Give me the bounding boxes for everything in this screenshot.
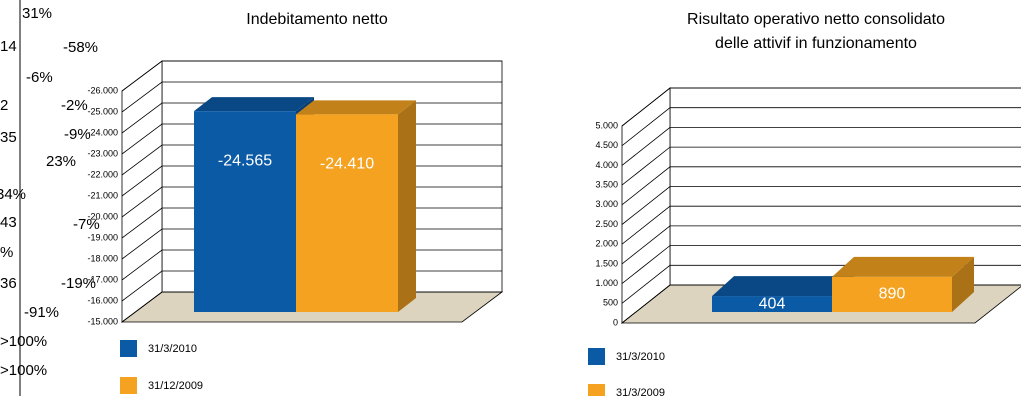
legend-swatch xyxy=(588,384,605,396)
fragment: >100% xyxy=(0,362,47,379)
fragment: 43 xyxy=(0,214,17,231)
y-tick-label: -18.000 xyxy=(87,253,118,263)
fragment: 34% xyxy=(0,186,26,203)
fragment: -58% xyxy=(63,39,98,56)
y-tick-label: 500 xyxy=(603,298,618,308)
fragment: 31% xyxy=(22,5,52,22)
legend-swatch xyxy=(120,377,137,394)
bar-side xyxy=(398,100,416,312)
bar-top xyxy=(296,100,416,115)
y-tick-label: -15.000 xyxy=(87,316,118,326)
y-tick-label: 5.000 xyxy=(595,120,618,130)
chart-title: Risultato operativo netto consolidato xyxy=(687,11,945,28)
bar xyxy=(832,276,952,312)
y-tick-label: 1.000 xyxy=(595,278,618,288)
grid-line xyxy=(621,186,1021,225)
fragment: 14 xyxy=(0,38,17,55)
fragment: 2 xyxy=(0,97,8,114)
y-tick-label: 4.500 xyxy=(595,140,618,150)
y-tick-label: 2.500 xyxy=(595,219,618,229)
bar-top xyxy=(712,276,854,297)
legend-label: 31/12/2009 xyxy=(148,380,203,392)
fragment: 23% xyxy=(46,153,76,170)
y-tick-label: -22.000 xyxy=(87,169,118,179)
fragment: -19% xyxy=(61,275,96,292)
grid-line xyxy=(121,60,502,92)
fragment: % xyxy=(0,244,13,261)
grid-line xyxy=(621,107,1021,147)
legend-swatch xyxy=(120,340,137,357)
y-tick-label: -20.000 xyxy=(87,211,118,221)
y-tick-label: -26.000 xyxy=(87,85,118,95)
fragment: -7% xyxy=(73,216,100,233)
y-tick-label: -21.000 xyxy=(87,190,118,200)
fragment: -9% xyxy=(64,126,91,143)
y-tick-label: -25.000 xyxy=(87,106,118,116)
y-tick-label: -24.000 xyxy=(87,127,118,137)
y-tick-label: -23.000 xyxy=(87,148,118,158)
grid-line xyxy=(621,205,1021,245)
chart-title: delle attivif in funzionamento xyxy=(715,35,917,52)
y-tick-label: -17.000 xyxy=(87,274,118,284)
fragments: 31% 14 -58% -6% 2 -2% -9% 35 23% 34% 43 … xyxy=(0,5,100,379)
grid-line xyxy=(621,245,1021,284)
chart-title: Indebitamento netto xyxy=(246,11,388,28)
value-label: -24.565 xyxy=(218,152,272,169)
fragment: -91% xyxy=(24,304,59,321)
y-tick-label: 4.000 xyxy=(595,160,618,170)
fragment: 35 xyxy=(0,129,17,146)
fragment: 36 xyxy=(0,275,17,292)
bar xyxy=(296,114,398,312)
fragment: >100% xyxy=(0,333,47,350)
grid-line xyxy=(621,87,1021,127)
value-label: 404 xyxy=(759,295,786,312)
legend-swatch xyxy=(588,348,605,365)
fragment: -6% xyxy=(26,69,53,86)
fragment: -2% xyxy=(61,97,88,114)
value-label: -24.410 xyxy=(320,156,374,173)
y-tick-label: 3.000 xyxy=(595,199,618,209)
bar-top xyxy=(194,97,314,112)
legend-label: 31/3/2010 xyxy=(616,351,665,363)
grid-line xyxy=(621,127,1021,166)
bar xyxy=(712,296,832,312)
y-tick-label: 2.000 xyxy=(595,239,618,249)
grid-line xyxy=(621,166,1021,206)
legend-label: 31/3/2009 xyxy=(616,387,665,396)
y-tick-label: -19.000 xyxy=(87,232,118,242)
bar-top xyxy=(832,256,974,277)
grid-line xyxy=(621,225,1021,265)
grid-line xyxy=(621,146,1021,186)
y-tick-label: 0 xyxy=(613,317,618,327)
bar xyxy=(194,111,296,312)
y-tick-label: 3.500 xyxy=(595,179,618,189)
y-tick-label: -16.000 xyxy=(87,295,118,305)
bar-side xyxy=(952,256,974,312)
y-tick-label: 1.500 xyxy=(595,258,618,268)
grid-line xyxy=(121,81,502,113)
legend-label: 31/3/2010 xyxy=(148,343,197,355)
value-label: 890 xyxy=(879,286,906,303)
